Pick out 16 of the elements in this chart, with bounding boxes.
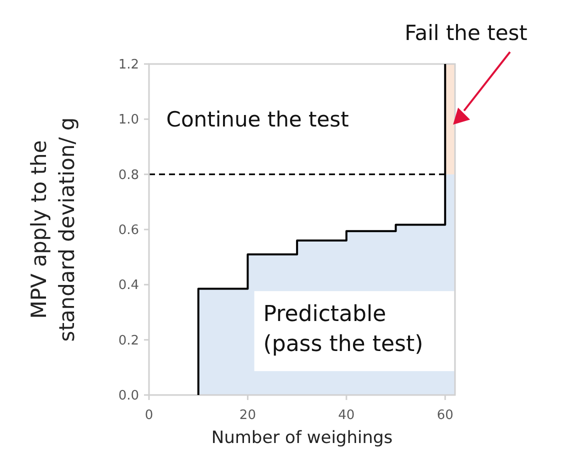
annotation: Continue the test (166, 108, 349, 132)
y-axis-title: MPV apply to the standard deviation/ g (27, 117, 79, 342)
x-axis-title: Number of weighings (211, 428, 393, 448)
y-tick-label: 1.2 (118, 58, 139, 73)
x-tick-label: 40 (338, 408, 355, 423)
annotation: Predictable (pass the test) (263, 302, 424, 358)
y-tick-label: 0.8 (118, 168, 139, 183)
x-tick-label: 0 (144, 408, 154, 423)
y-tick-label: 1.0 (118, 112, 139, 128)
y-tick-label: 0.6 (118, 223, 139, 238)
x-tick-label: 60 (436, 408, 454, 423)
text: Fail the test (404, 21, 528, 45)
x-tick-label: 20 (239, 408, 256, 423)
y-tick-label: 0.2 (118, 333, 139, 348)
y-tick-label: 0.4 (118, 278, 139, 294)
y-tick-label: 0.0 (118, 388, 139, 404)
